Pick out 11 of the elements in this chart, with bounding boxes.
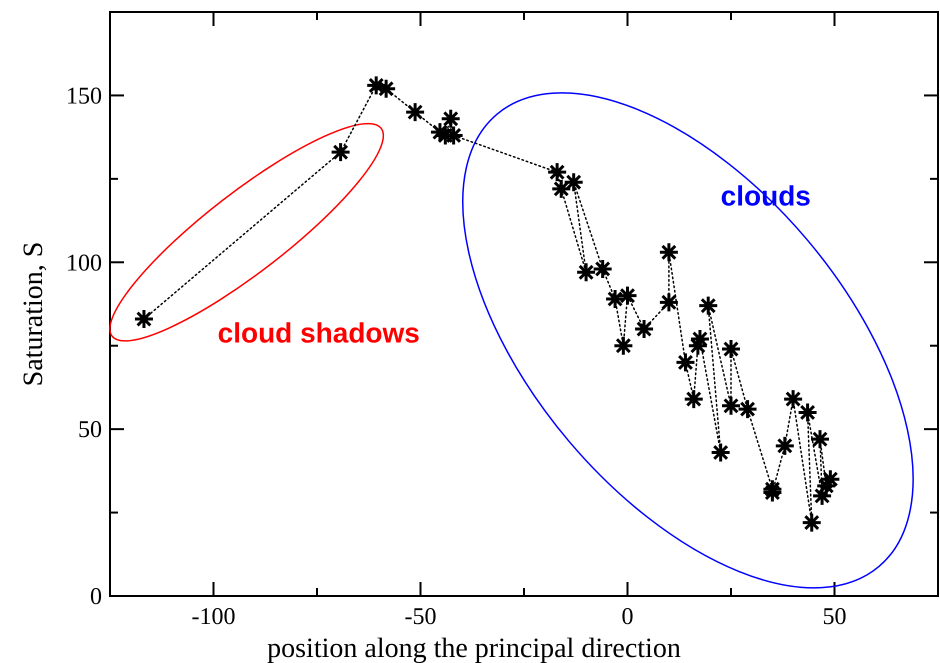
x-axis-title: position along the principal direction (267, 633, 681, 663)
x-tick-label: 0 (622, 604, 634, 630)
x-tick-label: -50 (404, 604, 436, 630)
y-tick-label: 150 (66, 83, 102, 110)
y-tick-label: 50 (78, 417, 102, 444)
y-tick-label: 100 (66, 250, 102, 276)
annotation: cloud shadows (218, 317, 420, 348)
x-tick-label: -100 (192, 604, 236, 630)
x-tick-label: 50 (822, 604, 846, 630)
y-axis-title: Saturation, S (18, 242, 49, 386)
y-tick-label: 0 (90, 584, 102, 610)
